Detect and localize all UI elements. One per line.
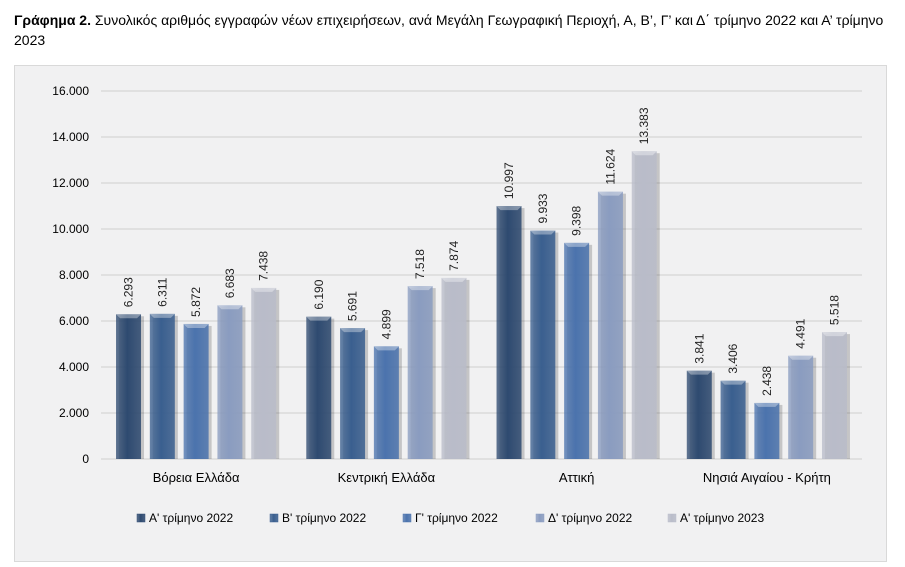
bar: [597, 191, 623, 459]
bar: [720, 380, 746, 459]
bar-bevel: [821, 332, 847, 337]
bar: [373, 346, 399, 459]
legend-label: Α' τρίμηνο 2023: [680, 511, 764, 525]
bar-bevel: [373, 346, 399, 351]
legend-swatch: [269, 513, 279, 523]
bar: [496, 206, 522, 459]
legend: Α' τρίμηνο 2022 Β' τρίμηνο 2022 Γ' τρίμηνο…: [136, 511, 764, 525]
bar: [821, 332, 847, 459]
data-label: 10.997: [502, 162, 516, 199]
bar: [788, 355, 814, 459]
data-label: 7.518: [413, 249, 427, 279]
y-tick-label: 6.000: [59, 314, 89, 328]
legend-swatch: [667, 513, 677, 523]
bar: [407, 286, 433, 459]
legend-swatch: [136, 513, 146, 523]
data-label: 7.438: [257, 251, 271, 281]
legend-label: Δ' τρίμηνο 2022: [548, 511, 632, 525]
bar: [631, 151, 657, 460]
bar: [340, 328, 366, 459]
bar-bevel: [564, 242, 590, 247]
bar: [754, 402, 780, 459]
data-label: 5.691: [346, 291, 360, 321]
bar: [306, 316, 332, 459]
data-label: 9.933: [536, 193, 550, 223]
legend-label: Β' τρίμηνο 2022: [282, 511, 366, 525]
bar: [530, 230, 556, 459]
y-tick-label: 12.000: [52, 176, 89, 190]
bar: [686, 370, 712, 459]
category-label: Κεντρική Ελλάδα: [338, 470, 436, 485]
bar-bevel: [251, 287, 277, 292]
bar: [564, 242, 590, 459]
data-label: 13.383: [637, 107, 651, 144]
y-tick-label: 2.000: [59, 406, 89, 420]
legend-label: Α' τρίμηνο 2022: [149, 511, 233, 525]
bar: [217, 305, 243, 459]
bar-bevel: [631, 151, 657, 156]
bar-bevel: [183, 323, 209, 328]
data-label: 3.841: [692, 333, 706, 363]
bars: [116, 151, 850, 460]
data-label: 4.899: [379, 309, 393, 339]
caption-text: Συνολικός αριθμός εγγραφών νέων επιχειρή…: [14, 12, 884, 48]
legend-swatch: [402, 513, 412, 523]
data-label: 11.624: [603, 149, 617, 185]
data-labels: 6.293 6.311 5.872 6.683 7.438 6.190 5.691 4.899…: [122, 107, 842, 396]
legend-swatch: [535, 513, 545, 523]
y-tick-label: 8.000: [59, 268, 89, 282]
bar: [183, 323, 209, 459]
caption-prefix: Γράφημα 2.: [14, 12, 91, 28]
data-label: 6.683: [223, 268, 237, 298]
y-tick-label: 10.000: [52, 222, 89, 236]
bar: [441, 277, 467, 459]
bar: [116, 314, 142, 459]
bar-bevel: [407, 286, 433, 291]
bar-bevel: [116, 314, 142, 319]
data-label: 5.518: [827, 295, 841, 325]
data-label: 3.406: [726, 343, 740, 373]
bar-bevel: [597, 191, 623, 196]
bar-bevel: [686, 370, 712, 375]
y-tick-label: 0: [82, 452, 89, 466]
bar-bevel: [720, 380, 746, 385]
bar: [251, 287, 277, 459]
bar-bevel: [217, 305, 243, 310]
category-label: Νησιά Αιγαίου - Κρήτη: [703, 470, 831, 485]
data-label: 6.311: [155, 277, 169, 306]
bar-bevel: [788, 355, 814, 360]
chart-caption: Γράφημα 2. Συνολικός αριθμός εγγραφών νέ…: [14, 10, 894, 50]
bar: [149, 313, 175, 459]
bar-bevel: [441, 277, 467, 282]
category-label: Βόρεια Ελλάδα: [153, 470, 240, 485]
bar-bevel: [754, 402, 780, 407]
data-label: 7.874: [447, 241, 461, 271]
y-tick-label: 14.000: [52, 130, 89, 144]
data-label: 6.190: [312, 279, 326, 309]
y-tick-label: 16.000: [52, 84, 89, 98]
data-label: 9.398: [570, 205, 584, 235]
bar-bevel: [530, 230, 556, 235]
category-labels: Βόρεια Ελλάδα Κεντρική Ελλάδα Αττική Νησιά …: [153, 470, 831, 485]
bar-bevel: [496, 206, 522, 211]
data-label: 4.491: [794, 318, 808, 348]
data-label: 6.293: [122, 277, 136, 307]
bar-bevel: [340, 328, 366, 333]
y-tick-label: 4.000: [59, 360, 89, 374]
bar-bevel: [149, 313, 175, 318]
data-label: 2.438: [760, 366, 774, 396]
legend-label: Γ' τρίμηνο 2022: [415, 511, 498, 525]
y-axis: 0 2.000 4.000 6.000 8.000 10.000 12.000 14.000 1…: [52, 84, 89, 466]
bar-bevel: [306, 316, 332, 321]
category-label: Αττική: [559, 470, 595, 485]
data-label: 5.872: [189, 287, 203, 317]
